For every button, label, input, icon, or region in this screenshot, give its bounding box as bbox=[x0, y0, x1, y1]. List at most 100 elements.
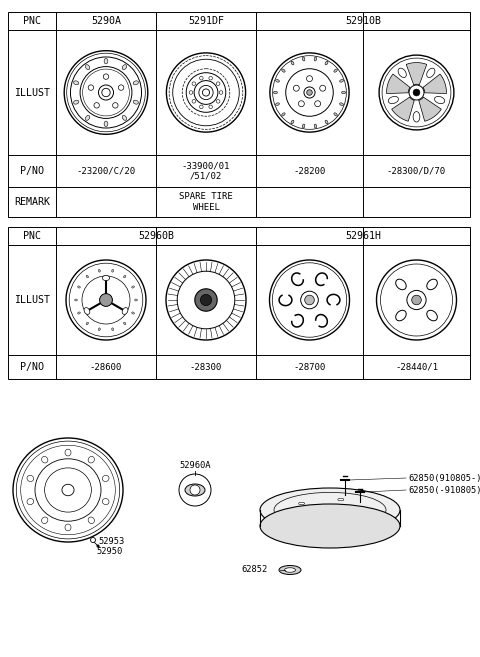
Circle shape bbox=[293, 85, 300, 91]
Ellipse shape bbox=[279, 566, 301, 574]
Ellipse shape bbox=[134, 299, 137, 301]
Ellipse shape bbox=[122, 307, 128, 315]
Ellipse shape bbox=[291, 120, 294, 124]
Text: -28440/1: -28440/1 bbox=[395, 363, 438, 371]
Circle shape bbox=[119, 85, 124, 90]
Ellipse shape bbox=[282, 113, 285, 116]
Ellipse shape bbox=[88, 517, 95, 524]
Circle shape bbox=[315, 101, 321, 106]
Circle shape bbox=[307, 76, 312, 81]
Text: PNC: PNC bbox=[23, 231, 41, 241]
Text: 52960A: 52960A bbox=[179, 461, 211, 470]
Circle shape bbox=[201, 294, 212, 306]
Ellipse shape bbox=[102, 499, 109, 505]
Circle shape bbox=[97, 545, 99, 547]
Text: ILLUST: ILLUST bbox=[14, 295, 50, 305]
Polygon shape bbox=[406, 62, 427, 85]
Text: -28300/D/70: -28300/D/70 bbox=[387, 166, 446, 175]
Circle shape bbox=[113, 102, 118, 108]
Ellipse shape bbox=[362, 509, 368, 511]
Ellipse shape bbox=[78, 312, 80, 314]
Ellipse shape bbox=[73, 101, 79, 104]
Ellipse shape bbox=[299, 515, 305, 518]
Text: REMARK: REMARK bbox=[14, 197, 50, 207]
Circle shape bbox=[103, 74, 108, 79]
Ellipse shape bbox=[85, 64, 90, 70]
Ellipse shape bbox=[427, 310, 437, 321]
Ellipse shape bbox=[427, 279, 437, 290]
Text: P/NO: P/NO bbox=[20, 166, 44, 176]
Ellipse shape bbox=[314, 124, 317, 128]
Circle shape bbox=[200, 105, 203, 108]
Ellipse shape bbox=[98, 269, 100, 272]
Circle shape bbox=[412, 295, 421, 305]
Ellipse shape bbox=[434, 97, 444, 104]
Ellipse shape bbox=[27, 476, 34, 482]
Ellipse shape bbox=[73, 81, 79, 85]
Ellipse shape bbox=[291, 61, 294, 65]
Text: 52961H: 52961H bbox=[345, 231, 381, 241]
Ellipse shape bbox=[86, 322, 88, 325]
Ellipse shape bbox=[276, 79, 279, 82]
Ellipse shape bbox=[112, 269, 114, 272]
Text: 62850(910805-): 62850(910805-) bbox=[408, 474, 480, 482]
Ellipse shape bbox=[325, 120, 328, 124]
Text: 52953: 52953 bbox=[99, 537, 125, 547]
Circle shape bbox=[307, 90, 312, 95]
Ellipse shape bbox=[132, 312, 134, 314]
Ellipse shape bbox=[338, 519, 344, 522]
Circle shape bbox=[209, 105, 213, 108]
Polygon shape bbox=[386, 74, 410, 93]
Circle shape bbox=[200, 76, 203, 80]
Circle shape bbox=[305, 295, 314, 305]
Text: 52910B: 52910B bbox=[345, 16, 381, 26]
Ellipse shape bbox=[112, 328, 114, 330]
Circle shape bbox=[219, 91, 223, 95]
Circle shape bbox=[88, 85, 94, 90]
Ellipse shape bbox=[274, 91, 277, 94]
Ellipse shape bbox=[285, 568, 296, 572]
Ellipse shape bbox=[123, 275, 126, 278]
Circle shape bbox=[190, 485, 200, 495]
Ellipse shape bbox=[133, 81, 138, 85]
Ellipse shape bbox=[282, 69, 285, 72]
Ellipse shape bbox=[78, 286, 80, 288]
Ellipse shape bbox=[123, 322, 126, 325]
Ellipse shape bbox=[133, 101, 138, 104]
Ellipse shape bbox=[132, 286, 134, 288]
Ellipse shape bbox=[388, 97, 398, 104]
Circle shape bbox=[91, 537, 96, 543]
Bar bbox=[8, 12, 470, 217]
Circle shape bbox=[216, 100, 220, 103]
Ellipse shape bbox=[339, 103, 343, 106]
Circle shape bbox=[192, 100, 196, 103]
Circle shape bbox=[407, 290, 426, 309]
Ellipse shape bbox=[339, 79, 343, 82]
Text: 62852: 62852 bbox=[242, 566, 268, 574]
Circle shape bbox=[189, 91, 193, 95]
Text: 52950: 52950 bbox=[97, 547, 123, 556]
Ellipse shape bbox=[334, 113, 337, 116]
Ellipse shape bbox=[104, 121, 108, 127]
Text: 52960B: 52960B bbox=[138, 231, 174, 241]
Ellipse shape bbox=[42, 457, 48, 463]
Ellipse shape bbox=[302, 57, 305, 61]
Circle shape bbox=[304, 87, 315, 98]
Bar bbox=[8, 227, 470, 379]
Ellipse shape bbox=[334, 69, 337, 72]
Ellipse shape bbox=[42, 517, 48, 524]
Ellipse shape bbox=[413, 112, 420, 122]
Text: -28700: -28700 bbox=[293, 363, 325, 371]
Ellipse shape bbox=[299, 503, 305, 505]
Ellipse shape bbox=[396, 310, 406, 321]
Ellipse shape bbox=[276, 103, 279, 106]
Polygon shape bbox=[423, 74, 446, 93]
Circle shape bbox=[203, 89, 210, 96]
Ellipse shape bbox=[86, 275, 88, 278]
Ellipse shape bbox=[62, 484, 74, 496]
Ellipse shape bbox=[260, 488, 400, 532]
Ellipse shape bbox=[396, 279, 406, 290]
Ellipse shape bbox=[338, 498, 344, 501]
Text: PNC: PNC bbox=[23, 16, 41, 26]
Text: 62850(-910805): 62850(-910805) bbox=[408, 486, 480, 495]
